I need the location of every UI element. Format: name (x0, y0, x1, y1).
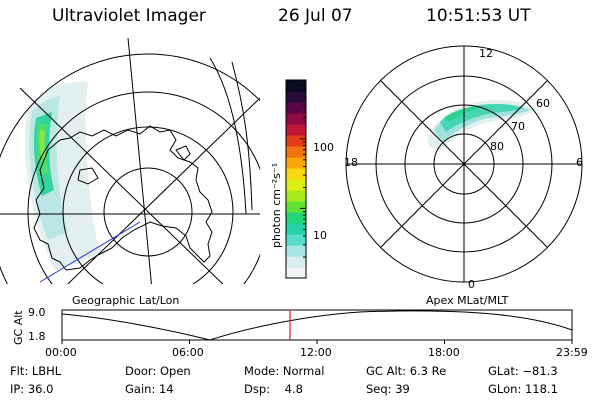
colorbar-swatch (286, 135, 306, 147)
colorbar-swatch (286, 212, 306, 224)
status-gain: Gain: 14 (125, 382, 174, 396)
colorbar-tick-10: 10 (313, 229, 327, 242)
geo-coastline (33, 125, 213, 271)
colorbar-swatch (286, 245, 306, 257)
mlt-auroral-emission (427, 100, 535, 150)
status-door: Door: Open (125, 364, 191, 378)
colorbar-frame (285, 79, 307, 279)
altitude-y-label: GC Alt (12, 310, 25, 345)
colorbar-unit-label: photon cm⁻²s⁻¹ (270, 162, 283, 248)
status-mode: Mode: Normal (244, 364, 325, 378)
colorbar-swatch (286, 190, 306, 202)
colorbar-swatch (286, 113, 306, 125)
status-flt: Flt: LBHL (10, 364, 62, 378)
altitude-x-tick-0: 00:00 (45, 346, 77, 359)
colorbar-swatch (286, 146, 306, 158)
altitude-x-ticks (61, 340, 573, 344)
colorbar-swatch (286, 201, 306, 213)
altitude-x-tick-2: 12:00 (300, 346, 332, 359)
mlat-mlt-dial (345, 45, 583, 283)
colorbar-swatch (286, 102, 306, 114)
status-gc-alt: GC Alt: 6.3 Re (366, 364, 447, 378)
altitude-y-tick-max: 9.0 (28, 306, 46, 319)
mlat-label-70: 70 (511, 120, 525, 133)
mlt-label-6: 6 (576, 156, 583, 169)
apex-caption: Apex MLat/MLT (426, 294, 509, 307)
geo-auroral-emission (25, 81, 100, 270)
colorbar-swatch (286, 234, 306, 246)
colorbar-swatch (286, 124, 306, 136)
altitude-curve (61, 310, 573, 341)
geo-limb (0, 53, 260, 284)
status-ip: IP: 36.0 (10, 382, 54, 396)
colorbar-swatch (286, 267, 306, 279)
altitude-x-tick-1: 06:00 (172, 346, 204, 359)
geographic-map (0, 38, 260, 284)
geographic-caption: Geographic Lat/Lon (72, 294, 180, 307)
colorbar (285, 79, 307, 279)
colorbar-swatch (286, 223, 306, 235)
colorbar-swatch (286, 91, 306, 103)
mlat-label-60: 60 (536, 97, 550, 110)
observation-date: 26 Jul 07 (278, 6, 353, 26)
altitude-x-tick-4: 23:59 (556, 346, 588, 359)
status-glon: GLon: 118.1 (488, 382, 558, 396)
colorbar-swatch (286, 168, 306, 180)
colorbar-swatch (286, 179, 306, 191)
colorbar-swatch (286, 256, 306, 268)
colorbar-swatch (286, 157, 306, 169)
status-glat: GLat: −81.3 (488, 364, 558, 378)
colorbar-tick-100: 100 (313, 141, 334, 154)
satellite-ground-track (39, 221, 141, 283)
altitude-y-tick-min: 1.8 (28, 330, 46, 343)
altitude-x-tick-3: 18:00 (428, 346, 460, 359)
altitude-plot (61, 309, 573, 344)
mlat-label-80: 80 (490, 140, 504, 153)
mlt-label-0: 0 (468, 278, 475, 291)
status-seq: Seq: 39 (366, 382, 410, 396)
mlt-label-18: 18 (344, 156, 358, 169)
geo-graticule (0, 38, 260, 284)
instrument-title: Ultraviolet Imager (52, 6, 206, 26)
observation-time: 10:51:53 UT (426, 6, 531, 26)
mlt-label-12: 12 (479, 47, 493, 60)
status-dsp: Dsp: 4.8 (244, 382, 303, 396)
colorbar-swatch (286, 80, 306, 92)
